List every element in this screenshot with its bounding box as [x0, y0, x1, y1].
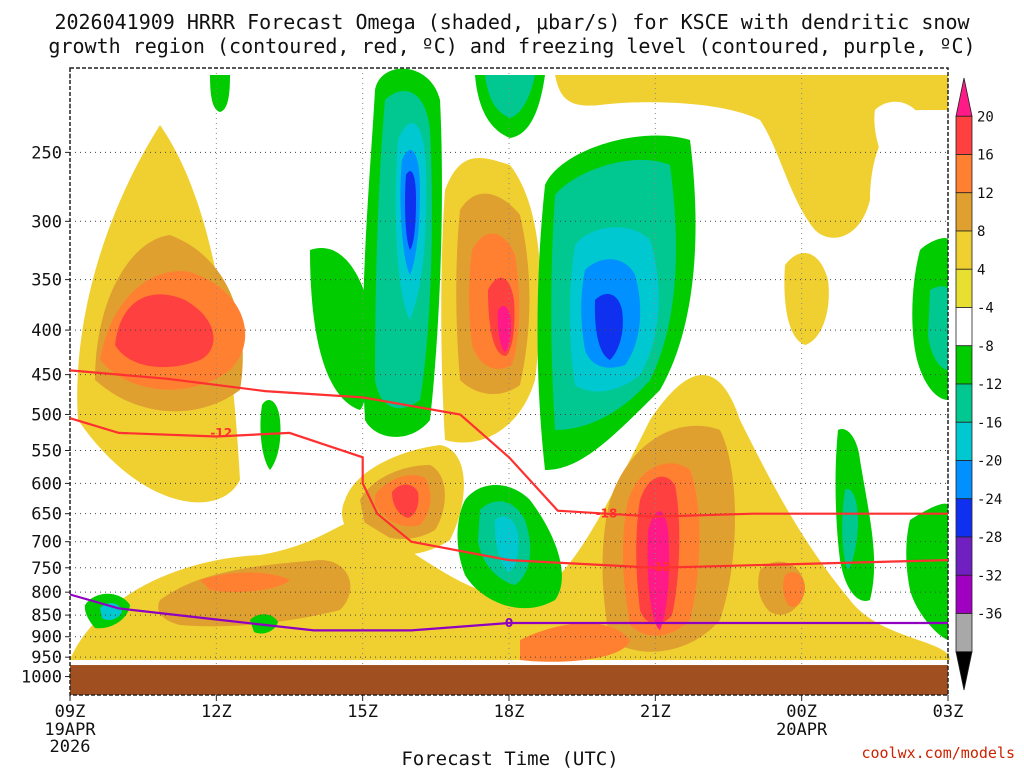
y-tick-label: 650 [31, 505, 62, 525]
colorbar-swatch [955, 498, 973, 538]
source-credit[interactable]: coolwx.com/models [861, 744, 1015, 762]
colorbar-swatch [955, 115, 973, 155]
colorbar-swatch [955, 536, 973, 576]
x-tick-label: 21Z [640, 702, 671, 722]
colorbar-tick-label: 4 [977, 262, 985, 278]
x-axis-label: Forecast Time (UTC) [401, 748, 618, 768]
colorbar-tick-label: 16 [977, 148, 994, 164]
x-tick-label: 12Z [201, 702, 232, 722]
chart-title-line-1: 2026041909 HRRR Forecast Omega (shaded, … [54, 10, 970, 34]
chart-title-line-2: growth region (contoured, red, ºC) and f… [48, 34, 975, 58]
x-tick-sublabel: 19APR [44, 720, 96, 740]
contour-label: -12 [649, 560, 671, 574]
x-tick-label: 00Z [786, 702, 817, 722]
y-tick-label: 250 [31, 143, 62, 163]
colorbar-tick-label: 12 [977, 186, 994, 202]
x-tick-label: 15Z [347, 702, 378, 722]
colorbar-tick-label: -24 [977, 492, 1002, 508]
y-tick-label: 600 [31, 474, 62, 494]
x-tick-label: 03Z [933, 702, 964, 722]
contour-label: -12 [210, 426, 232, 440]
colorbar-swatch [955, 651, 973, 691]
surface-ground [70, 665, 948, 695]
colorbar-tick-label: -20 [977, 454, 1002, 470]
y-tick-label: 350 [31, 271, 62, 291]
colorbar-swatch [955, 154, 973, 194]
colorbar-tick-label: -8 [977, 339, 994, 355]
colorbar-tick-label: -32 [977, 568, 1002, 584]
colorbar-tick-label: -28 [977, 530, 1002, 546]
colorbar-swatch [955, 460, 973, 500]
x-tick-label: 18Z [494, 702, 525, 722]
y-tick-label: 450 [31, 366, 62, 386]
contour-line [69, 417, 949, 569]
colorbar-swatch [955, 230, 973, 270]
colorbar-swatch [955, 307, 973, 347]
colorbar-swatch [955, 268, 973, 308]
colorbar-swatch [955, 192, 973, 232]
x-tick-sublabel: 2026 [50, 737, 91, 757]
colorbar-tick-label: 8 [977, 224, 985, 240]
y-tick-label: 500 [31, 405, 62, 425]
y-tick-label: 800 [31, 583, 62, 603]
temperature-contours: -12 -18 -12 0 [69, 369, 949, 632]
colorbar-swatch [955, 345, 973, 385]
colorbar-swatch [955, 77, 973, 117]
colorbar-tick-label: -4 [977, 301, 994, 317]
y-tick-label: 700 [31, 533, 62, 553]
contour-line [69, 369, 948, 518]
y-tick-label: 950 [31, 648, 62, 668]
colorbar-swatch [955, 613, 973, 653]
x-tick-sublabel: 20APR [776, 720, 828, 740]
colorbar-swatch [955, 421, 973, 461]
colorbar-tick-label: -36 [977, 607, 1002, 623]
y-tick-label: 850 [31, 606, 62, 626]
colorbar-legend: 20 16 12 8 4 -4 -8 -12 -16 -20 -24 -28 -32 -36 [955, 77, 1002, 691]
colorbar-swatch [955, 574, 973, 614]
y-tick-label: 400 [31, 321, 62, 341]
colorbar-swatch [955, 383, 973, 423]
y-tick-label: 750 [31, 559, 62, 579]
contour-line [69, 593, 948, 632]
colorbar-tick-label: -16 [977, 415, 1002, 431]
omega-shading [70, 68, 950, 662]
y-tick-label: 550 [31, 442, 62, 462]
colorbar-tick-label: -12 [977, 377, 1002, 393]
y-tick-label: 300 [31, 212, 62, 232]
contour-label: 0 [505, 616, 513, 630]
y-tick-label: 1000 [21, 668, 62, 688]
contour-label: -18 [596, 507, 618, 521]
x-tick-label: 09Z [55, 702, 86, 722]
colorbar-tick-label: 20 [977, 109, 994, 125]
y-tick-label: 900 [31, 628, 62, 648]
y-axis-pressure: 2503003504004505005506006507007508008509… [21, 143, 70, 688]
